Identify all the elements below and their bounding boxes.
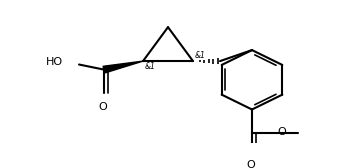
Text: &1: &1 (195, 51, 206, 60)
Text: O: O (247, 160, 255, 168)
Polygon shape (103, 61, 143, 73)
Text: O: O (278, 127, 286, 137)
Text: HO: HO (46, 57, 63, 67)
Text: &1: &1 (145, 62, 156, 71)
Text: O: O (99, 102, 107, 112)
